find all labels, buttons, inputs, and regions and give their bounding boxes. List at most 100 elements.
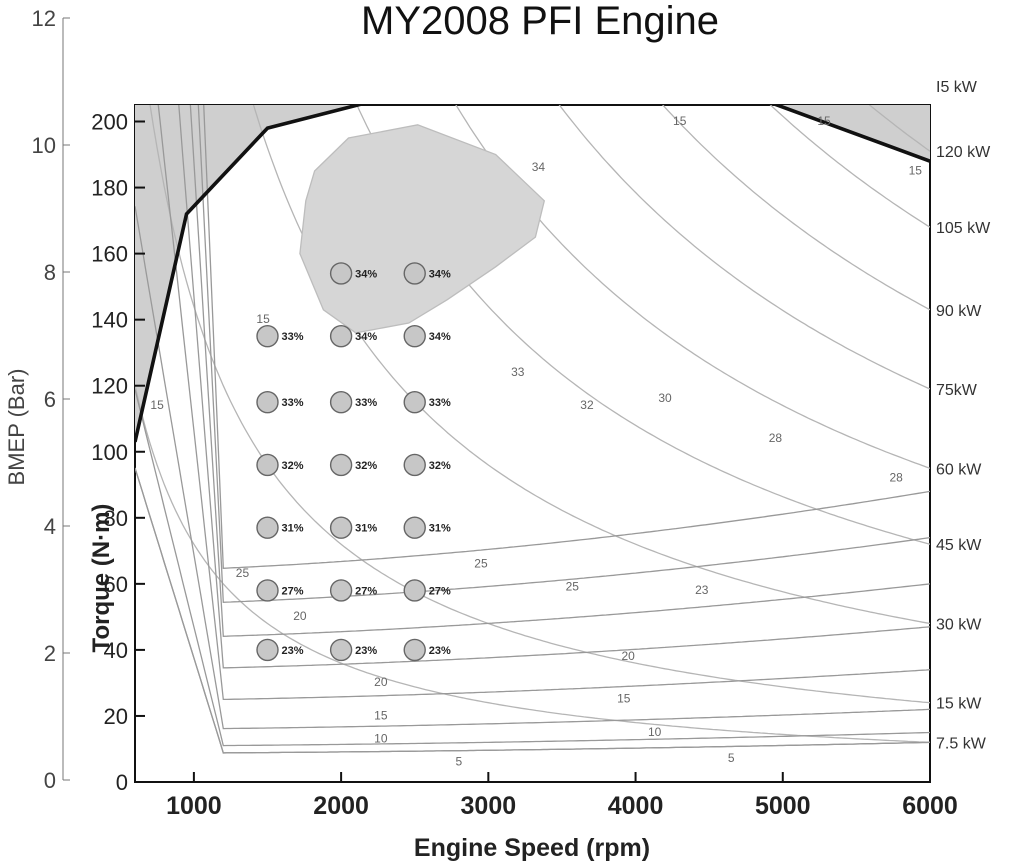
- data-point-15: 33%: [256, 324, 304, 348]
- point-label: 23%: [429, 645, 451, 657]
- y-tick-label: 40: [104, 638, 128, 663]
- bmep-tick-label: 10: [32, 133, 56, 158]
- point-marker: [403, 453, 426, 477]
- data-point-2: 23%: [403, 638, 451, 662]
- point-label: 32%: [429, 460, 451, 472]
- power-curve-7: [769, 105, 930, 228]
- x-tick-label: 6000: [902, 792, 958, 820]
- efficiency-contour-10: [135, 467, 930, 754]
- bmep-tick-label: 8: [44, 260, 56, 285]
- contour-label-22: 15: [909, 163, 923, 177]
- x-tick-label: 4000: [608, 792, 664, 820]
- y-tick-label: 0: [116, 770, 128, 795]
- point-marker: [403, 516, 426, 539]
- data-point-8: 31%: [403, 516, 451, 539]
- wot-line: [135, 105, 930, 443]
- data-point-17: 34%: [403, 324, 451, 348]
- x-axis-label: Engine Speed (rpm): [414, 834, 650, 862]
- contour-label-13: 28: [889, 470, 903, 484]
- data-point-19: 34%: [403, 262, 451, 285]
- power-label-3: 45 kW: [936, 537, 982, 554]
- point-marker: [256, 391, 279, 414]
- point-label: 27%: [282, 585, 304, 597]
- point-label: 34%: [429, 331, 451, 343]
- y-tick-label: 160: [91, 242, 128, 267]
- contour-label-14: 28: [769, 431, 783, 445]
- contour-label-2: 10: [374, 731, 388, 745]
- point-label: 27%: [429, 585, 451, 597]
- point-label: 31%: [355, 523, 377, 535]
- power-label-9: I5 kW: [936, 79, 978, 96]
- point-label: 32%: [282, 460, 304, 472]
- data-point-13: 33%: [329, 391, 377, 414]
- y-tick-label: 120: [91, 374, 128, 399]
- point-label: 23%: [282, 645, 304, 657]
- point-marker: [329, 579, 353, 602]
- point-marker: [329, 516, 353, 539]
- bmep-axis-ticks: 0 2 4 6 8 10 12: [32, 6, 70, 793]
- power-label-7: 105 kW: [936, 220, 991, 237]
- x-axis-ticks: 1000 2000 3000 4000 5000 6000: [166, 772, 958, 820]
- bmep-tick-label: 0: [44, 768, 56, 793]
- contour-label-0: 5: [456, 754, 463, 768]
- power-label-1: 15 kW: [936, 696, 982, 713]
- power-label-6: 90 kW: [936, 303, 982, 320]
- contour-label-11: 25: [474, 556, 488, 570]
- point-marker: [403, 579, 426, 602]
- point-marker: [256, 324, 279, 348]
- contour-label-17: 33: [511, 365, 525, 379]
- max-efficiency-island: [299, 124, 546, 334]
- x-tick-label: 5000: [755, 792, 811, 820]
- data-point-18: 34%: [329, 262, 377, 285]
- bmep-tick-label: 2: [44, 641, 56, 666]
- point-marker: [329, 391, 353, 414]
- point-marker: [403, 638, 426, 662]
- bmep-tick-label: 12: [32, 6, 56, 31]
- data-point-6: 31%: [256, 516, 304, 539]
- data-point-16: 34%: [329, 324, 377, 348]
- power-label-5: 75kW: [936, 382, 978, 399]
- contour-label-1: 5: [728, 751, 735, 765]
- point-label: 34%: [355, 331, 377, 343]
- point-marker: [329, 262, 353, 285]
- y-tick-label: 20: [104, 704, 128, 729]
- contour-label-3: 10: [648, 725, 662, 739]
- y-tick-label: 80: [104, 506, 128, 531]
- efficiency-contour-20: [135, 206, 930, 730]
- data-point-4: 27%: [329, 579, 377, 602]
- y-tick-label: 60: [104, 572, 128, 597]
- point-marker: [403, 262, 426, 285]
- point-marker: [256, 453, 279, 477]
- data-point-11: 32%: [403, 453, 451, 477]
- y-tick-label: 200: [91, 110, 128, 135]
- contour-label-8: 20: [293, 609, 307, 623]
- contour-label-10: 25: [566, 579, 580, 593]
- bmep-tick-label: 6: [44, 387, 56, 412]
- power-curve-8: [868, 105, 930, 152]
- power-curve-6: [661, 105, 930, 311]
- x-tick-label: 1000: [166, 792, 222, 820]
- plot-content: 23% 23% 23% 27% 27% 27% 31% 31% 31% 32% 32% 32% 33% 3…: [135, 105, 930, 769]
- data-point-0: 23%: [256, 638, 304, 662]
- contour-labels: 5 5 10 10 15 15 20 20 20 23 25 25 25 28 28 30 32 33 15 15 15…: [150, 114, 922, 769]
- point-marker: [403, 324, 426, 348]
- power-label-0: 7.5 kW: [936, 735, 987, 752]
- contour-label-4: 15: [374, 708, 388, 722]
- point-marker: [256, 516, 279, 539]
- point-label: 32%: [355, 460, 377, 472]
- point-label: 33%: [355, 397, 377, 409]
- power-label-8: 120 kW: [936, 144, 991, 161]
- wot-infeasible-region: [135, 105, 930, 442]
- data-point-14: 33%: [403, 391, 451, 414]
- data-point-5: 27%: [403, 579, 451, 602]
- point-marker: [329, 638, 353, 662]
- point-label: 27%: [355, 585, 377, 597]
- contour-label-16: 32: [580, 398, 594, 412]
- power-curve-5: [558, 105, 930, 390]
- contour-label-15: 30: [658, 391, 672, 405]
- point-label: 31%: [282, 523, 304, 535]
- contour-label-20: 15: [673, 114, 687, 128]
- power-label-2: 30 kW: [936, 616, 982, 633]
- power-curve-2: [252, 105, 930, 625]
